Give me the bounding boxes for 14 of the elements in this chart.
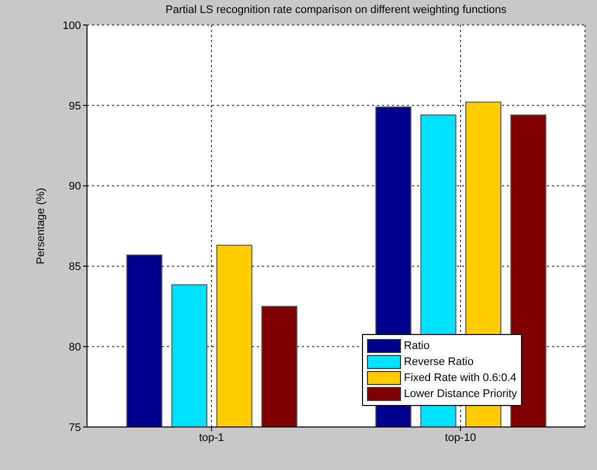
chart-title: Partial LS recognition rate comparison on different weighting functions <box>164 4 508 16</box>
y-tick-label: 90 <box>68 180 81 193</box>
y-tick-label: 95 <box>68 100 81 112</box>
legend-label: Lower Distance Priority <box>404 388 517 400</box>
y-tick-label: 85 <box>68 261 81 274</box>
y-tick-label: 80 <box>68 342 81 354</box>
legend-label: Ratio <box>404 340 430 352</box>
legend-label: Fixed Rate with 0.6:0.4 <box>404 372 516 384</box>
x-tick-label: top-10 <box>444 432 476 444</box>
x-tick-label: top-1 <box>198 432 224 444</box>
y-tick-label: 100 <box>62 20 81 32</box>
y-tick-label: 75 <box>68 422 81 434</box>
y-axis-title: Persentage (%) <box>34 188 47 264</box>
legend-label: Reverse Ratio <box>404 356 474 368</box>
